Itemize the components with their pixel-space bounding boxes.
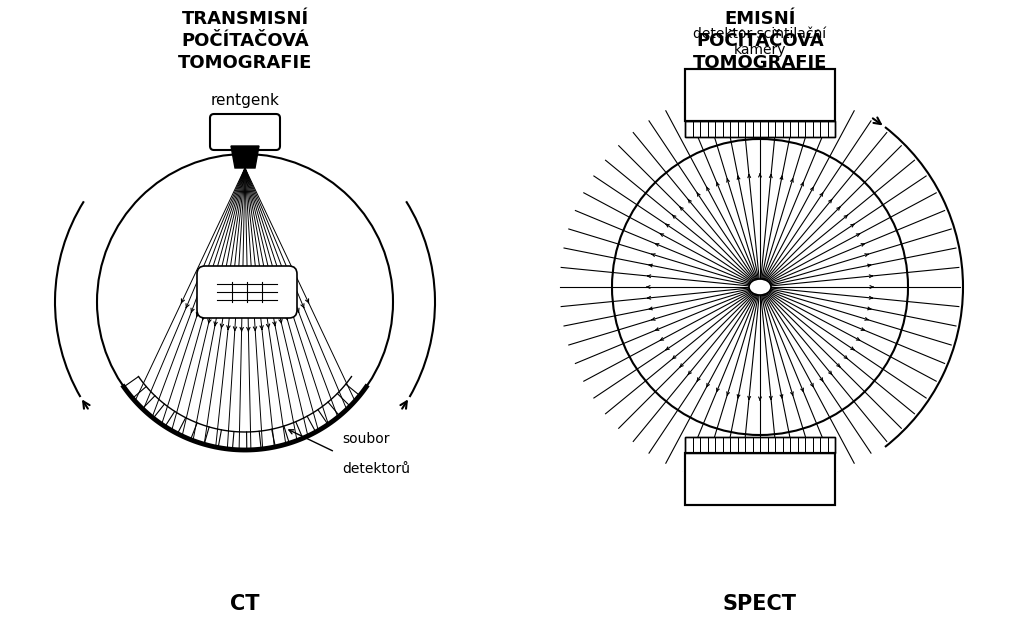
Text: CT: CT: [230, 594, 260, 614]
Bar: [685, 453, 835, 505]
Bar: [685, 437, 835, 453]
Bar: [685, 69, 835, 121]
Text: detektorů: detektorů: [342, 462, 410, 476]
Ellipse shape: [749, 279, 771, 295]
Text: EMISNÍ
POČÍTAČOVÁ
TOMOGRAFIE: EMISNÍ POČÍTAČOVÁ TOMOGRAFIE: [693, 10, 827, 73]
Bar: [685, 121, 835, 137]
Text: detektor scintilační
kamery: detektor scintilační kamery: [693, 27, 826, 57]
FancyBboxPatch shape: [197, 266, 297, 318]
Text: rentgenk: rentgenk: [211, 93, 280, 108]
Polygon shape: [231, 146, 259, 168]
Bar: [683, 437, 837, 507]
Text: soubor: soubor: [342, 432, 389, 446]
Bar: [685, 453, 835, 505]
FancyBboxPatch shape: [210, 114, 280, 150]
Text: SPECT: SPECT: [723, 594, 797, 614]
Bar: [685, 437, 835, 453]
Bar: [683, 68, 837, 138]
Bar: [685, 121, 835, 137]
Text: TRANSMISNÍ
POČÍTAČOVÁ
TOMOGRAFIE: TRANSMISNÍ POČÍTAČOVÁ TOMOGRAFIE: [178, 10, 312, 73]
Bar: [685, 69, 835, 121]
